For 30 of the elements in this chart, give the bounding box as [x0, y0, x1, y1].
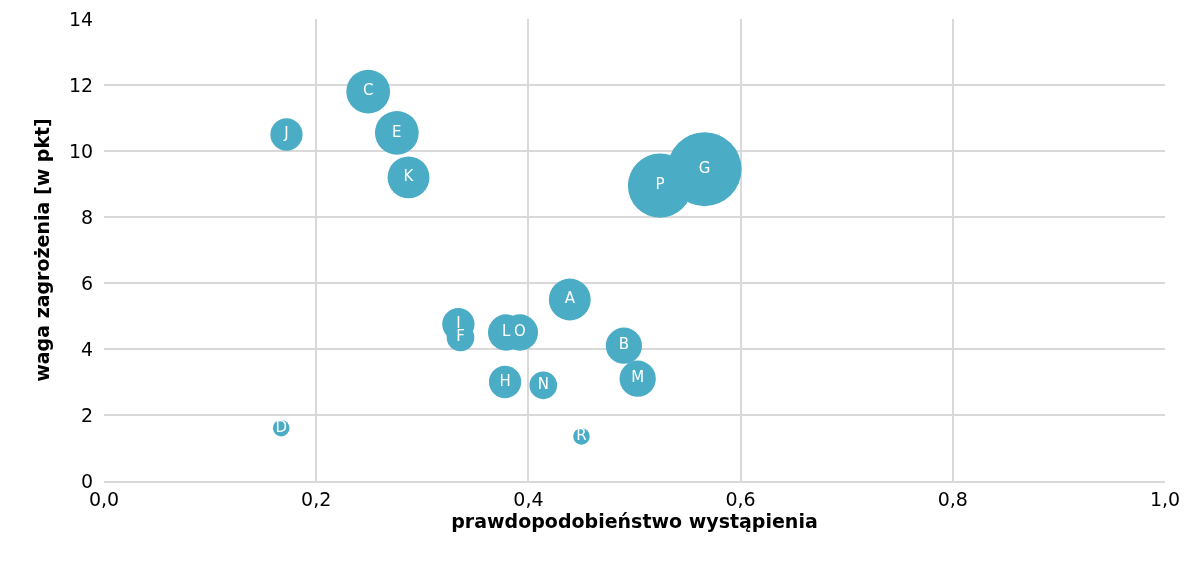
data-label: E	[392, 122, 402, 141]
data-label: R	[576, 426, 587, 445]
y-tick-label: 2	[81, 403, 94, 426]
data-label: N	[537, 375, 549, 394]
x-tick-label: 0,6	[725, 487, 756, 510]
x-tick-label: 0,4	[513, 487, 544, 510]
data-label: D	[275, 417, 287, 436]
data-label: A	[564, 289, 576, 308]
data-label: C	[362, 81, 374, 100]
data-label: F	[456, 327, 465, 346]
data-label: P	[655, 175, 665, 194]
data-label: K	[403, 167, 415, 186]
y-tick-label: 4	[81, 337, 94, 360]
y-axis-title: waga zagrożenia [w pkt]	[30, 118, 53, 382]
y-tick-label: 12	[69, 73, 94, 96]
y-tick-label: 8	[81, 205, 94, 228]
y-tick-label: 6	[81, 271, 94, 294]
y-tick-label: 14	[69, 7, 94, 30]
x-tick-label: 0,8	[937, 487, 968, 510]
y-tick-label: 10	[69, 139, 94, 162]
data-label: M	[631, 368, 645, 387]
x-tick-label: 1,0	[1149, 487, 1181, 510]
data-label: H	[499, 371, 511, 390]
data-label: J	[283, 124, 289, 143]
data-label: G	[698, 158, 711, 177]
x-tick-label: 0,2	[301, 487, 332, 510]
x-axis-title: prawdopodobieństwo wystąpienia	[451, 509, 818, 532]
data-label: O	[514, 322, 526, 341]
data-label: B	[618, 335, 630, 354]
data-label: L	[501, 322, 511, 341]
